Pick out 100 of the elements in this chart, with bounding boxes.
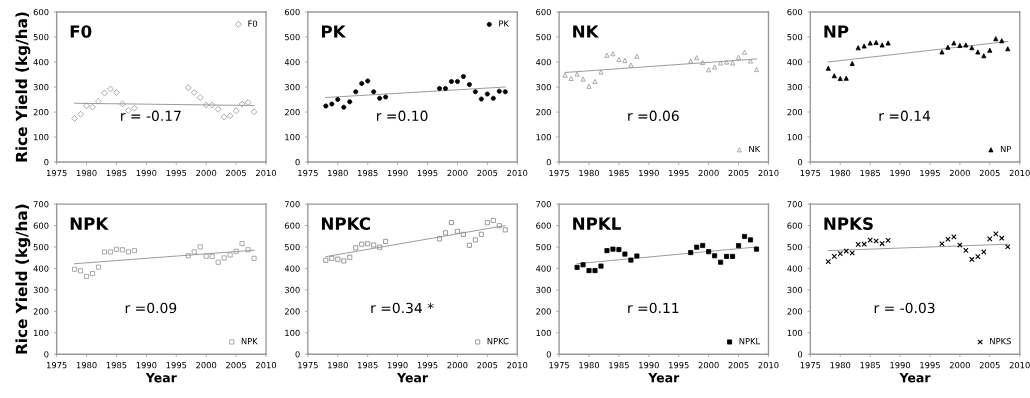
- y-tick-label: 100: [536, 329, 551, 337]
- y-tick-label: 300: [536, 286, 551, 294]
- legend-label: NPK: [241, 338, 258, 345]
- y-tick-label: 500: [787, 243, 803, 251]
- x-tick-label: 1975: [46, 362, 67, 369]
- x-tick-label: 2000: [949, 362, 970, 369]
- text: NPKC: [321, 217, 370, 230]
- y-tick-label: 400: [535, 58, 551, 66]
- legend-label: PK: [499, 20, 510, 27]
- y-axis-title: Rice Yield (kg/ha): [15, 12, 31, 162]
- x-tick-label: 1990: [387, 362, 408, 369]
- x-tick-label: 2005: [226, 362, 246, 369]
- x-axis-title: Year: [145, 373, 177, 383]
- y-tick-label: 300: [284, 83, 300, 91]
- x-tick-label: 1985: [358, 362, 378, 369]
- x-tick-label: 1990: [136, 362, 157, 369]
- annotation: r =0.10: [377, 110, 428, 122]
- y-tick-label: 300: [284, 286, 300, 294]
- y-tick-label: 600: [536, 8, 551, 16]
- y-tick-label: 600: [284, 222, 300, 229]
- x-tick-label: 1990: [387, 169, 408, 177]
- y-tick-label: 700: [33, 201, 49, 208]
- y-tick-label: 0: [295, 351, 300, 358]
- x-tick-label: 1995: [166, 362, 187, 369]
- x-tick-label: 1990: [639, 169, 659, 177]
- y-tick-label: 600: [33, 222, 49, 229]
- x-axis-title: Year: [396, 373, 429, 383]
- y-tick-label: 600: [787, 8, 803, 16]
- y-tick-label: 100: [285, 134, 300, 141]
- text: NPKS: [824, 217, 873, 230]
- x-tick-label: 2000: [196, 169, 217, 177]
- y-tick-label: 500: [536, 33, 551, 41]
- y-tick-label: 100: [787, 134, 803, 141]
- legend-label: NPKS: [990, 337, 1011, 345]
- x-tick-label: 2010: [758, 169, 779, 177]
- x-tick-label: 1995: [669, 362, 689, 369]
- x-tick-label: 2000: [698, 169, 719, 177]
- y-tick-label: 400: [787, 265, 803, 272]
- x-tick-label: 2000: [949, 169, 970, 177]
- y-tick-label: 200: [787, 109, 803, 116]
- x-tick-label: 2010: [507, 169, 528, 177]
- x-tick-label: 1985: [358, 169, 378, 177]
- y-tick-label: 0: [44, 159, 49, 166]
- x-tick-label: 1990: [639, 362, 659, 369]
- x-tick-label: 2005: [979, 362, 1000, 369]
- y-tick-label: 400: [535, 265, 551, 272]
- y-tick-label: 200: [536, 308, 551, 315]
- y-tick-label: 200: [284, 109, 300, 116]
- x-tick-label: 2000: [447, 169, 468, 177]
- legend-label: NK: [749, 145, 761, 152]
- y-tick-label: 500: [33, 243, 49, 251]
- x-tick-label: 1980: [830, 169, 851, 177]
- x-tick-label: 1985: [106, 169, 127, 177]
- x-tick-label: 2010: [1009, 362, 1030, 369]
- y-tick-label: 500: [284, 243, 300, 251]
- annotation: r =0.06: [628, 110, 679, 122]
- y-tick-label: 200: [33, 308, 49, 315]
- x-tick-label: 1985: [860, 362, 881, 369]
- x-tick-label: 2005: [728, 169, 749, 177]
- x-tick-label: 1995: [417, 169, 438, 177]
- text: NPKL: [573, 217, 621, 230]
- x-tick-label: 2010: [256, 169, 277, 177]
- text: NP: [824, 25, 849, 38]
- y-axis-title: Rice Yield (kg/ha): [15, 204, 31, 354]
- x-tick-label: 1975: [549, 169, 569, 177]
- x-tick-label: 1980: [76, 362, 97, 369]
- x-tick-label: 1995: [920, 362, 940, 369]
- x-tick-label: 1995: [920, 169, 940, 177]
- y-tick-label: 500: [284, 33, 300, 41]
- x-tick-label: 2010: [507, 362, 528, 369]
- y-tick-label: 100: [34, 329, 49, 337]
- annotation: r = -0.03: [874, 302, 935, 314]
- y-tick-label: 200: [536, 109, 551, 116]
- x-tick-label: 2010: [256, 362, 277, 369]
- y-tick-label: 500: [33, 33, 49, 41]
- y-tick-label: 0: [797, 351, 803, 358]
- x-tick-label: 1985: [106, 362, 127, 369]
- y-tick-label: 100: [536, 134, 551, 141]
- text: F0: [70, 25, 92, 38]
- y-tick-label: 400: [33, 265, 49, 272]
- x-tick-label: 2010: [758, 362, 779, 369]
- x-tick-label: 1980: [328, 169, 348, 177]
- y-tick-label: 300: [536, 83, 551, 91]
- x-tick-label: 1985: [609, 169, 629, 177]
- x-tick-label: 1980: [830, 362, 851, 369]
- x-tick-label: 2010: [1009, 169, 1030, 177]
- y-tick-label: 0: [546, 351, 551, 358]
- y-tick-label: 500: [536, 243, 551, 251]
- x-tick-label: 1975: [800, 362, 821, 369]
- x-tick-label: 1985: [609, 362, 629, 369]
- x-tick-label: 1985: [860, 169, 881, 177]
- y-tick-label: 600: [536, 222, 551, 229]
- y-tick-label: 200: [284, 308, 300, 315]
- y-tick-label: 600: [284, 8, 300, 16]
- x-tick-label: 1980: [579, 362, 600, 369]
- x-tick-label: 1990: [890, 169, 911, 177]
- x-tick-label: 1980: [76, 169, 97, 177]
- x-tick-label: 2005: [728, 362, 749, 369]
- x-tick-label: 2000: [698, 362, 719, 369]
- y-tick-label: 300: [787, 83, 803, 91]
